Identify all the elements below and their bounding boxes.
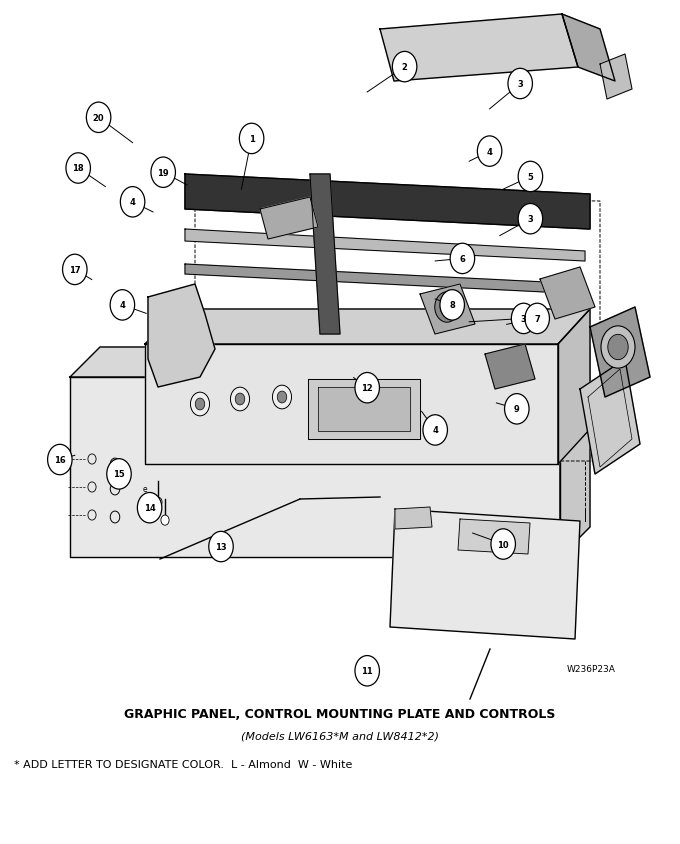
Polygon shape bbox=[380, 15, 578, 82]
Circle shape bbox=[273, 386, 292, 409]
Polygon shape bbox=[70, 377, 560, 557]
Polygon shape bbox=[70, 348, 590, 377]
Text: 7: 7 bbox=[534, 315, 540, 323]
Circle shape bbox=[86, 103, 111, 133]
Circle shape bbox=[355, 373, 379, 403]
Circle shape bbox=[608, 335, 628, 360]
Polygon shape bbox=[148, 284, 215, 387]
Circle shape bbox=[518, 204, 543, 235]
Text: 8: 8 bbox=[449, 301, 455, 310]
Text: GRAPHIC PANEL, CONTROL MOUNTING PLATE AND CONTROLS: GRAPHIC PANEL, CONTROL MOUNTING PLATE AN… bbox=[124, 706, 556, 720]
Circle shape bbox=[508, 69, 532, 100]
Circle shape bbox=[190, 392, 209, 416]
Circle shape bbox=[392, 52, 417, 83]
Text: 10: 10 bbox=[497, 540, 509, 549]
Polygon shape bbox=[260, 197, 318, 240]
Circle shape bbox=[518, 162, 543, 192]
Text: 17: 17 bbox=[69, 266, 81, 274]
Circle shape bbox=[107, 459, 131, 490]
Text: e: e bbox=[143, 485, 148, 494]
Text: 1: 1 bbox=[249, 135, 254, 143]
Text: e: e bbox=[146, 511, 150, 520]
Text: (Models LW6163*M and LW8412*2): (Models LW6163*M and LW8412*2) bbox=[241, 731, 439, 741]
Text: W236P23A: W236P23A bbox=[567, 664, 616, 673]
Text: 3: 3 bbox=[517, 80, 523, 89]
Circle shape bbox=[137, 493, 162, 523]
Polygon shape bbox=[185, 175, 590, 230]
Polygon shape bbox=[145, 310, 590, 344]
Text: 3: 3 bbox=[528, 215, 533, 224]
Text: * ADD LETTER TO DESIGNATE COLOR.  L - Almond  W - White: * ADD LETTER TO DESIGNATE COLOR. L - Alm… bbox=[14, 759, 352, 769]
Text: 12: 12 bbox=[361, 384, 373, 392]
Polygon shape bbox=[395, 507, 432, 529]
Text: 4: 4 bbox=[120, 301, 125, 310]
Text: 4: 4 bbox=[487, 148, 492, 156]
Polygon shape bbox=[420, 284, 475, 334]
Text: 16: 16 bbox=[54, 456, 66, 464]
Text: 19: 19 bbox=[157, 169, 169, 177]
Polygon shape bbox=[560, 348, 590, 557]
Text: 5: 5 bbox=[528, 173, 533, 181]
Text: 15: 15 bbox=[113, 470, 125, 479]
Circle shape bbox=[423, 415, 447, 446]
Polygon shape bbox=[600, 55, 632, 100]
Circle shape bbox=[601, 327, 635, 369]
Circle shape bbox=[477, 137, 502, 167]
Polygon shape bbox=[310, 175, 340, 334]
Text: 2: 2 bbox=[402, 63, 407, 72]
Polygon shape bbox=[580, 360, 640, 474]
Circle shape bbox=[209, 532, 233, 562]
Circle shape bbox=[48, 445, 72, 475]
Text: 20: 20 bbox=[92, 114, 105, 122]
Circle shape bbox=[120, 187, 145, 218]
Polygon shape bbox=[145, 344, 558, 464]
Polygon shape bbox=[185, 230, 585, 262]
Text: 3: 3 bbox=[521, 315, 526, 323]
Circle shape bbox=[195, 398, 205, 410]
Circle shape bbox=[491, 529, 515, 560]
Circle shape bbox=[277, 392, 287, 403]
Circle shape bbox=[525, 304, 549, 334]
Circle shape bbox=[151, 158, 175, 188]
Polygon shape bbox=[562, 15, 615, 82]
Circle shape bbox=[154, 497, 162, 507]
Circle shape bbox=[231, 387, 250, 411]
Circle shape bbox=[110, 290, 135, 321]
Text: 4: 4 bbox=[432, 426, 438, 435]
Circle shape bbox=[450, 244, 475, 274]
Circle shape bbox=[440, 290, 464, 321]
Polygon shape bbox=[590, 307, 650, 398]
Circle shape bbox=[440, 299, 454, 316]
Circle shape bbox=[239, 124, 264, 154]
Polygon shape bbox=[318, 387, 410, 431]
Circle shape bbox=[505, 394, 529, 425]
Text: 13: 13 bbox=[215, 543, 227, 551]
Text: 14: 14 bbox=[143, 504, 156, 512]
Circle shape bbox=[63, 255, 87, 285]
Circle shape bbox=[66, 154, 90, 184]
Polygon shape bbox=[558, 310, 590, 464]
Polygon shape bbox=[390, 510, 580, 639]
Circle shape bbox=[355, 656, 379, 686]
Polygon shape bbox=[308, 380, 420, 440]
Text: 6: 6 bbox=[460, 255, 465, 263]
Circle shape bbox=[235, 393, 245, 405]
Polygon shape bbox=[458, 519, 530, 555]
Circle shape bbox=[161, 516, 169, 526]
Polygon shape bbox=[485, 344, 535, 390]
Polygon shape bbox=[540, 268, 595, 320]
Circle shape bbox=[435, 292, 459, 322]
Text: 11: 11 bbox=[361, 667, 373, 675]
Circle shape bbox=[511, 304, 536, 334]
Polygon shape bbox=[185, 265, 585, 295]
Text: 9: 9 bbox=[514, 405, 520, 414]
Text: 4: 4 bbox=[130, 198, 135, 207]
Text: 18: 18 bbox=[72, 165, 84, 173]
